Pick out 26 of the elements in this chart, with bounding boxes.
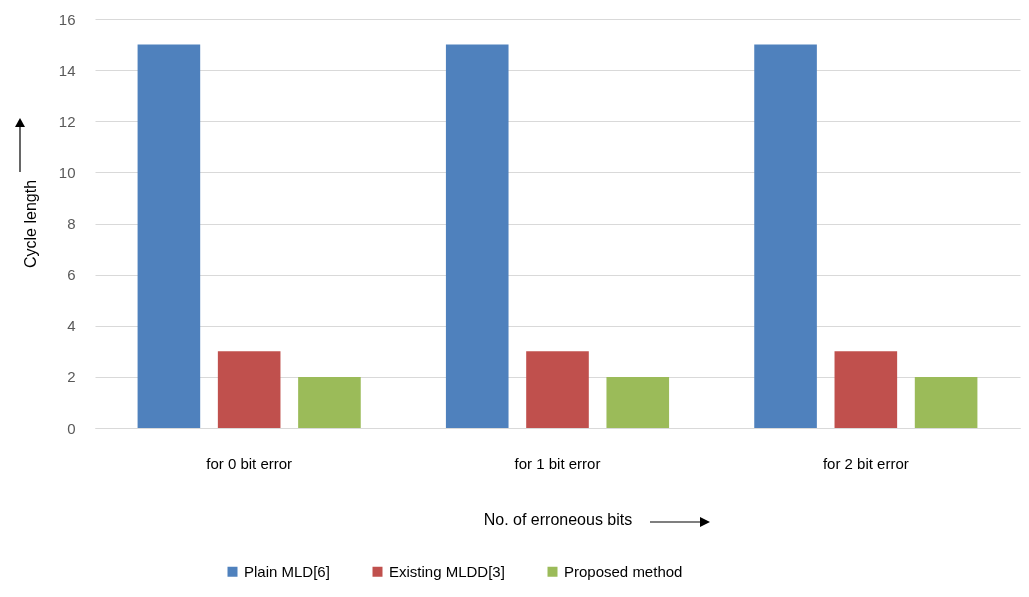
y-tick-label: 8 bbox=[67, 215, 76, 232]
y-tick-label: 4 bbox=[67, 317, 76, 335]
y-tick-label: 10 bbox=[58, 163, 76, 181]
y-tick-label: 16 bbox=[58, 10, 76, 28]
y-tick-label: 2 bbox=[67, 368, 76, 386]
x-tick-label: for 1 bit error bbox=[514, 454, 601, 472]
y-tick-label: 14 bbox=[58, 61, 76, 79]
bar bbox=[445, 44, 509, 428]
y-tick-label: 0 bbox=[67, 419, 76, 437]
bar bbox=[754, 44, 817, 428]
bar bbox=[298, 376, 361, 428]
bar bbox=[834, 351, 898, 428]
bar bbox=[914, 376, 978, 428]
y-tick-label: 6 bbox=[67, 266, 76, 284]
y-tick-label: 12 bbox=[58, 112, 76, 130]
legend-label: Plain MLD[6] bbox=[244, 562, 330, 580]
x-tick-label: for 2 bit error bbox=[822, 454, 909, 472]
bar bbox=[217, 351, 281, 428]
x-tick-label: for 0 bit error bbox=[206, 454, 293, 472]
bar bbox=[526, 351, 589, 428]
bar bbox=[606, 376, 670, 428]
legend-label: Proposed method bbox=[564, 562, 683, 580]
y-axis-title: Cycle length bbox=[21, 179, 39, 269]
legend-label: Existing MLDD[3] bbox=[389, 562, 505, 580]
x-axis-title: No. of erroneous bits bbox=[483, 510, 633, 528]
bar bbox=[137, 44, 201, 428]
